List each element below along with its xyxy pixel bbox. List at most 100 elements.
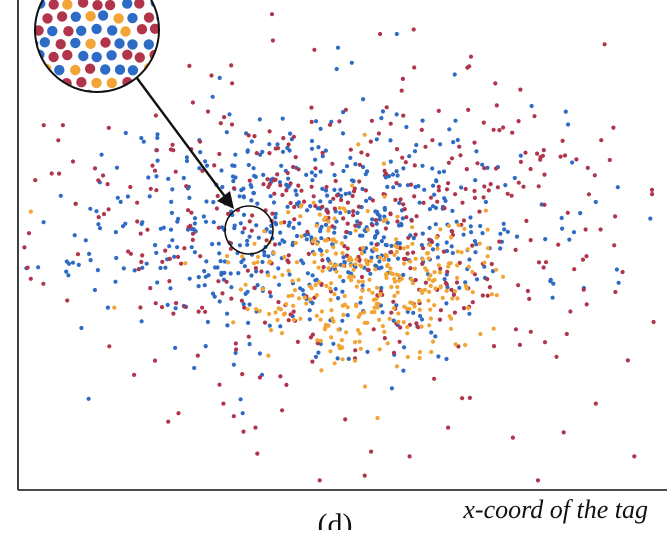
inset-point <box>84 63 96 74</box>
scatter-point <box>360 164 366 170</box>
scatter-point <box>482 184 487 189</box>
scatter-point <box>480 231 485 236</box>
scatter-point <box>408 259 413 264</box>
scatter-point <box>375 211 380 217</box>
scatter-point <box>584 302 589 307</box>
scatter-point <box>383 242 388 247</box>
inset-point <box>92 0 103 11</box>
scatter-point <box>410 281 415 286</box>
scatter-point <box>204 163 210 168</box>
scatter-point <box>280 408 285 413</box>
scatter-point <box>154 250 159 255</box>
scatter-point <box>388 138 393 143</box>
inset-point <box>134 0 145 9</box>
scatter-point <box>58 193 63 198</box>
scatter-point <box>335 193 340 198</box>
scatter-point <box>351 209 356 214</box>
scatter-point <box>310 273 315 278</box>
scatter-point <box>332 206 337 211</box>
scatter-point <box>284 302 289 307</box>
scatter-point <box>371 327 376 332</box>
scatter-point <box>388 266 393 271</box>
inset-point <box>70 64 81 76</box>
scatter-point <box>593 401 598 406</box>
scatter-point <box>210 242 215 247</box>
scatter-point <box>357 339 362 344</box>
scatter-point <box>483 208 488 213</box>
scatter-point <box>233 341 238 346</box>
scatter-point <box>302 295 307 300</box>
scatter-point <box>409 277 414 282</box>
scatter-point <box>395 219 400 224</box>
scatter-point <box>432 277 437 282</box>
scatter-point <box>374 229 379 234</box>
scatter-point <box>285 145 290 151</box>
scatter-point <box>254 269 259 274</box>
scatter-point <box>398 197 403 202</box>
scatter-point <box>370 223 375 228</box>
scatter-point <box>306 251 311 256</box>
scatter-point <box>234 347 239 352</box>
scatter-point <box>311 194 316 199</box>
scatter-point <box>365 320 370 325</box>
scatter-point <box>410 225 415 230</box>
scatter-point <box>413 256 418 261</box>
scatter-point <box>432 376 437 381</box>
scatter-point <box>203 159 208 164</box>
scatter-point <box>168 227 174 232</box>
scatter-point <box>414 214 419 219</box>
scatter-point <box>411 27 416 32</box>
scatter-point <box>315 338 320 343</box>
scatter-point <box>155 132 160 137</box>
inset-point <box>48 0 59 10</box>
scatter-point <box>305 208 310 213</box>
scatter-point <box>356 279 361 284</box>
scatter-point <box>525 288 531 294</box>
scatter-point <box>464 286 469 291</box>
scatter-point <box>203 274 208 279</box>
scatter-point <box>448 235 454 240</box>
scatter-point <box>429 330 434 335</box>
scatter-point <box>319 236 324 241</box>
scatter-point <box>202 283 207 288</box>
scatter-point <box>159 305 165 310</box>
scatter-point <box>326 323 331 328</box>
scatter-point <box>231 362 236 367</box>
inset-point <box>55 39 66 50</box>
scatter-point <box>272 275 277 280</box>
data-points <box>22 12 656 483</box>
scatter-point <box>145 227 150 232</box>
scatter-point <box>483 199 488 205</box>
scatter-point <box>222 270 227 275</box>
scatter-point <box>246 162 251 168</box>
scatter-point <box>463 342 468 348</box>
scatter-point <box>284 188 289 193</box>
scatter-point <box>423 266 428 271</box>
scatter-point <box>353 262 358 267</box>
scatter-point <box>330 224 335 229</box>
scatter-point <box>500 274 506 279</box>
scatter-point <box>245 238 250 243</box>
scatter-point <box>459 185 464 190</box>
scatter-point <box>368 259 373 264</box>
scatter-point <box>435 199 440 204</box>
scatter-point <box>560 226 565 231</box>
scatter-point <box>192 216 198 221</box>
scatter-point <box>428 283 433 288</box>
scatter-point <box>449 287 454 292</box>
scatter-point <box>170 187 175 192</box>
scatter-point <box>598 227 603 232</box>
scatter-point <box>113 279 118 284</box>
scatter-point <box>394 272 399 277</box>
scatter-point <box>455 263 460 268</box>
scatter-point <box>160 259 165 264</box>
scatter-point <box>620 269 625 275</box>
scatter-point <box>438 266 443 271</box>
scatter-point <box>302 199 307 204</box>
scatter-point <box>166 176 171 181</box>
scatter-point <box>564 331 569 337</box>
scatter-point <box>482 166 487 171</box>
scatter-point <box>367 196 372 201</box>
scatter-point <box>261 182 266 187</box>
scatter-point <box>175 254 181 259</box>
